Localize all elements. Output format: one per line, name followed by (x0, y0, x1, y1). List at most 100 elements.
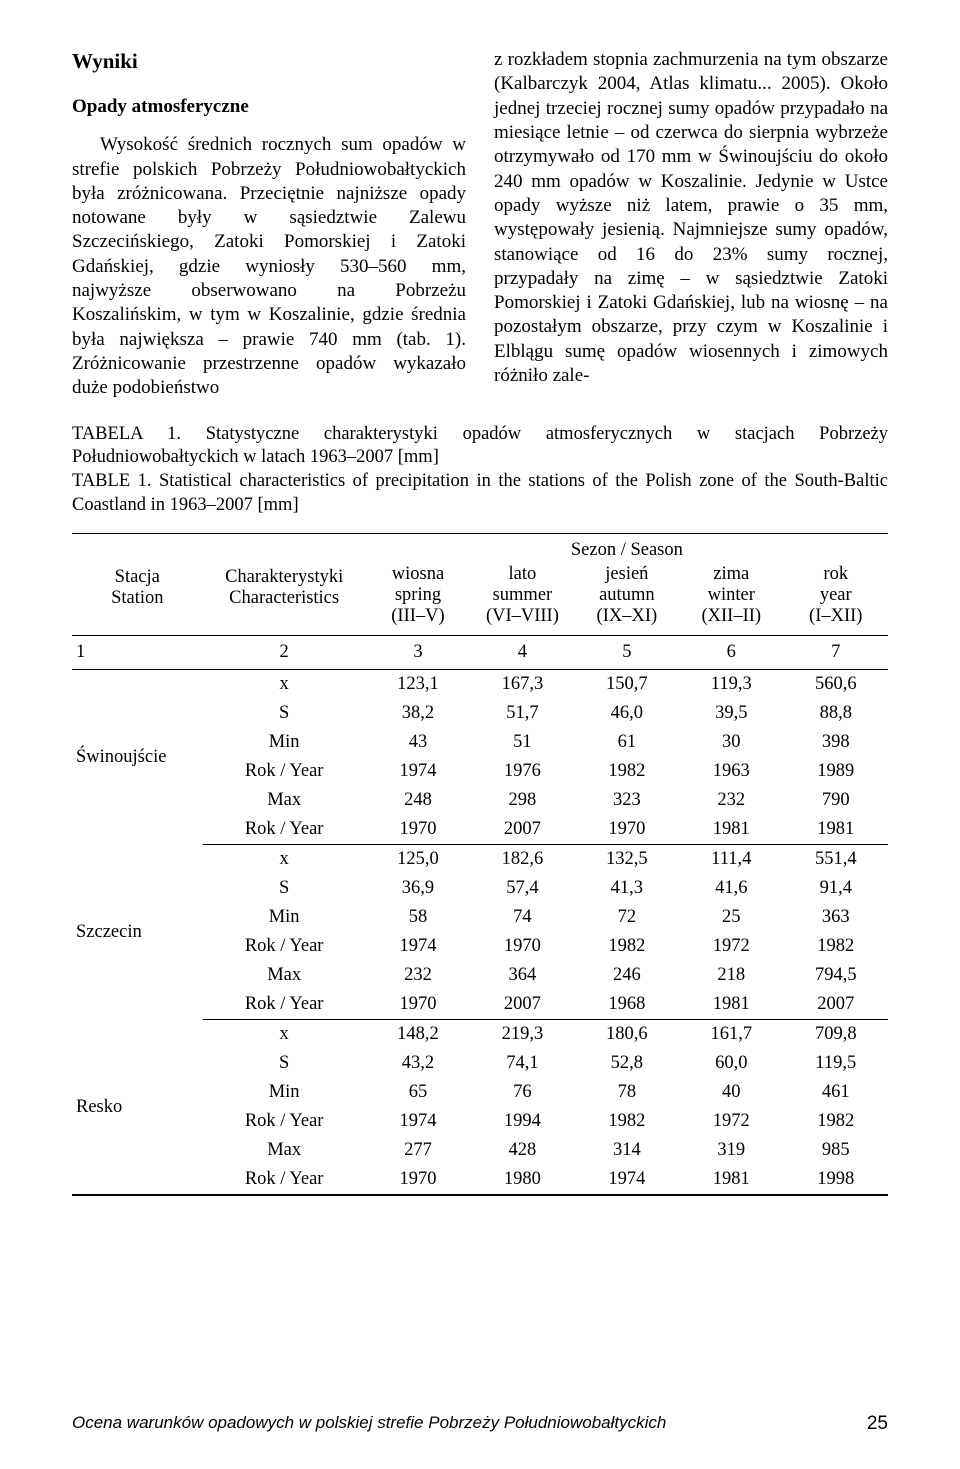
value-cell: 74 (470, 903, 574, 932)
value-cell: 1981 (679, 990, 783, 1020)
caption-en: TABLE 1. Statistical characteristics of … (72, 471, 888, 515)
value-cell: 167,3 (470, 670, 574, 700)
caption-pl: TABELA 1. Statystyczne charakterystyki o… (72, 424, 888, 468)
table-caption: TABELA 1. Statystyczne charakterystyki o… (72, 423, 888, 518)
value-cell: 1982 (575, 1107, 679, 1136)
value-cell: 1982 (575, 932, 679, 961)
value-cell: 1982 (575, 757, 679, 786)
value-cell: 1981 (679, 1165, 783, 1194)
value-cell: 1980 (470, 1165, 574, 1194)
char-label: Min (203, 728, 366, 757)
value-cell: 1981 (784, 815, 889, 845)
value-cell: 148,2 (366, 1020, 470, 1050)
value-cell: 1976 (470, 757, 574, 786)
value-cell: 2007 (470, 990, 574, 1020)
page-footer: Ocena warunków opadowych w polskiej stre… (72, 1413, 888, 1435)
colnum: 5 (575, 636, 679, 670)
value-cell: 2007 (784, 990, 889, 1020)
value-cell: 1972 (679, 1107, 783, 1136)
value-cell: 1974 (366, 1107, 470, 1136)
char-label: Rok / Year (203, 932, 366, 961)
char-label: Max (203, 961, 366, 990)
footer-title: Ocena warunków opadowych w polskiej stre… (72, 1413, 666, 1432)
value-cell: 43 (366, 728, 470, 757)
value-cell: 363 (784, 903, 889, 932)
value-cell: 57,4 (470, 874, 574, 903)
value-cell: 551,4 (784, 845, 889, 875)
th-season-col: jesieńautumn(IX–XI) (575, 561, 679, 636)
value-cell: 61 (575, 728, 679, 757)
char-label: x (203, 1020, 366, 1050)
value-cell: 180,6 (575, 1020, 679, 1050)
station-name: Resko (72, 1020, 203, 1195)
char-label: Rok / Year (203, 1107, 366, 1136)
value-cell: 1982 (784, 1107, 889, 1136)
value-cell: 111,4 (679, 845, 783, 875)
value-cell: 398 (784, 728, 889, 757)
value-cell: 60,0 (679, 1049, 783, 1078)
value-cell: 232 (679, 786, 783, 815)
station-name: Świnoujście (72, 670, 203, 845)
value-cell: 46,0 (575, 699, 679, 728)
colnum: 3 (366, 636, 470, 670)
value-cell: 314 (575, 1136, 679, 1165)
value-cell: 51,7 (470, 699, 574, 728)
value-cell: 161,7 (679, 1020, 783, 1050)
value-cell: 40 (679, 1078, 783, 1107)
paragraph-left: Wysokość średnich rocznych sum opadów w … (72, 133, 466, 400)
th-season-col: zimawinter(XII–II) (679, 561, 783, 636)
value-cell: 1970 (366, 1165, 470, 1194)
th-season-col: latosummer(VI–VIII) (470, 561, 574, 636)
value-cell: 794,5 (784, 961, 889, 990)
value-cell: 88,8 (784, 699, 889, 728)
value-cell: 560,6 (784, 670, 889, 700)
body-text-two-column: Wyniki Opady atmosferyczne Wysokość śred… (72, 48, 888, 401)
value-cell: 91,4 (784, 874, 889, 903)
char-label: Rok / Year (203, 990, 366, 1020)
th-season-col: rokyear(I–XII) (784, 561, 889, 636)
char-label: Min (203, 1078, 366, 1107)
value-cell: 232 (366, 961, 470, 990)
paragraph-right: z rozkładem stopnia zachmurzenia na tym … (494, 48, 888, 388)
value-cell: 41,3 (575, 874, 679, 903)
value-cell: 76 (470, 1078, 574, 1107)
char-label: Rok / Year (203, 757, 366, 786)
value-cell: 119,3 (679, 670, 783, 700)
value-cell: 43,2 (366, 1049, 470, 1078)
value-cell: 119,5 (784, 1049, 889, 1078)
value-cell: 1970 (366, 990, 470, 1020)
value-cell: 2007 (470, 815, 574, 845)
value-cell: 709,8 (784, 1020, 889, 1050)
value-cell: 1982 (784, 932, 889, 961)
value-cell: 25 (679, 903, 783, 932)
value-cell: 1989 (784, 757, 889, 786)
th-season-col: wiosnaspring(III–V) (366, 561, 470, 636)
value-cell: 123,1 (366, 670, 470, 700)
value-cell: 1994 (470, 1107, 574, 1136)
value-cell: 125,0 (366, 845, 470, 875)
value-cell: 218 (679, 961, 783, 990)
heading-wyniki: Wyniki (72, 48, 466, 75)
stats-table: StacjaStation CharakterystykiCharacteris… (72, 533, 888, 1196)
char-label: S (203, 874, 366, 903)
char-label: S (203, 699, 366, 728)
value-cell: 150,7 (575, 670, 679, 700)
value-cell: 65 (366, 1078, 470, 1107)
value-cell: 319 (679, 1136, 783, 1165)
value-cell: 1998 (784, 1165, 889, 1194)
value-cell: 38,2 (366, 699, 470, 728)
value-cell: 58 (366, 903, 470, 932)
char-label: Rok / Year (203, 1165, 366, 1194)
value-cell: 1968 (575, 990, 679, 1020)
value-cell: 461 (784, 1078, 889, 1107)
value-cell: 1963 (679, 757, 783, 786)
char-label: Min (203, 903, 366, 932)
th-char: CharakterystykiCharacteristics (203, 534, 366, 636)
char-label: S (203, 1049, 366, 1078)
char-label: Rok / Year (203, 815, 366, 845)
value-cell: 790 (784, 786, 889, 815)
value-cell: 36,9 (366, 874, 470, 903)
value-cell: 74,1 (470, 1049, 574, 1078)
value-cell: 364 (470, 961, 574, 990)
char-label: x (203, 670, 366, 700)
